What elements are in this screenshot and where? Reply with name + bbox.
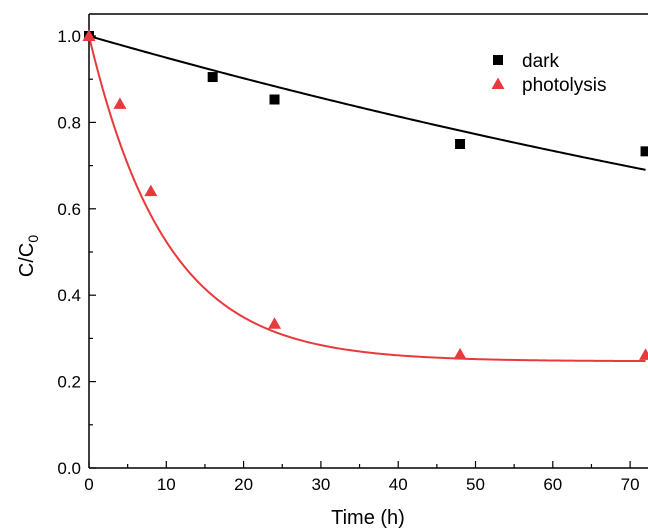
data-point-photolysis: [144, 184, 158, 197]
fit-line-photolysis: [88, 35, 646, 363]
tick-labels: 0 10 20 30 40 50 60 70 0.0 0.2 0.4 0.6 0.8 1.0: [57, 27, 639, 494]
x-tick-label: 70: [621, 475, 640, 494]
fit-line-dark: [88, 35, 646, 171]
data-point-photolysis: [453, 347, 467, 360]
data-point-dark: [269, 94, 280, 105]
legend-label-dark: dark: [522, 51, 559, 72]
data-point-photolysis: [113, 97, 127, 109]
data-point-dark: [640, 146, 648, 157]
data-point-photolysis: [82, 29, 96, 41]
x-tick-label: 60: [543, 475, 562, 494]
data-point-photolysis: [268, 317, 282, 329]
y-tick-label: 0.6: [57, 200, 81, 219]
y-tick-label: 0.2: [57, 373, 81, 392]
axes: [88, 13, 648, 469]
x-tick-label: 30: [311, 475, 330, 494]
x-tick-label: 20: [234, 475, 253, 494]
ticks: [88, 35, 631, 469]
data-points: [82, 29, 648, 360]
legend-marker-dark: [493, 55, 503, 65]
y-tick-label: 1.0: [57, 27, 81, 46]
data-point-photolysis: [639, 348, 648, 360]
y-axis-label-subscript: 0: [25, 235, 41, 243]
data-point-dark: [207, 72, 218, 83]
y-tick-label: 0.8: [57, 113, 81, 132]
y-tick-label: 0.0: [57, 459, 81, 478]
y-axis-label-main: C/C: [16, 243, 38, 277]
fit-lines: [88, 35, 646, 363]
x-tick-label: 0: [84, 475, 93, 494]
x-tick-label: 40: [389, 475, 408, 494]
legend: dark photolysis: [491, 51, 607, 96]
x-axis-label: Time (h): [331, 507, 405, 529]
y-tick-label: 0.4: [57, 286, 81, 305]
y-axis-label: C/C0: [16, 235, 41, 277]
legend-marker-photolysis: [491, 77, 505, 89]
x-tick-label: 50: [466, 475, 485, 494]
legend-label-photolysis: photolysis: [522, 75, 607, 96]
x-tick-label: 10: [157, 475, 176, 494]
data-point-dark: [455, 139, 466, 149]
